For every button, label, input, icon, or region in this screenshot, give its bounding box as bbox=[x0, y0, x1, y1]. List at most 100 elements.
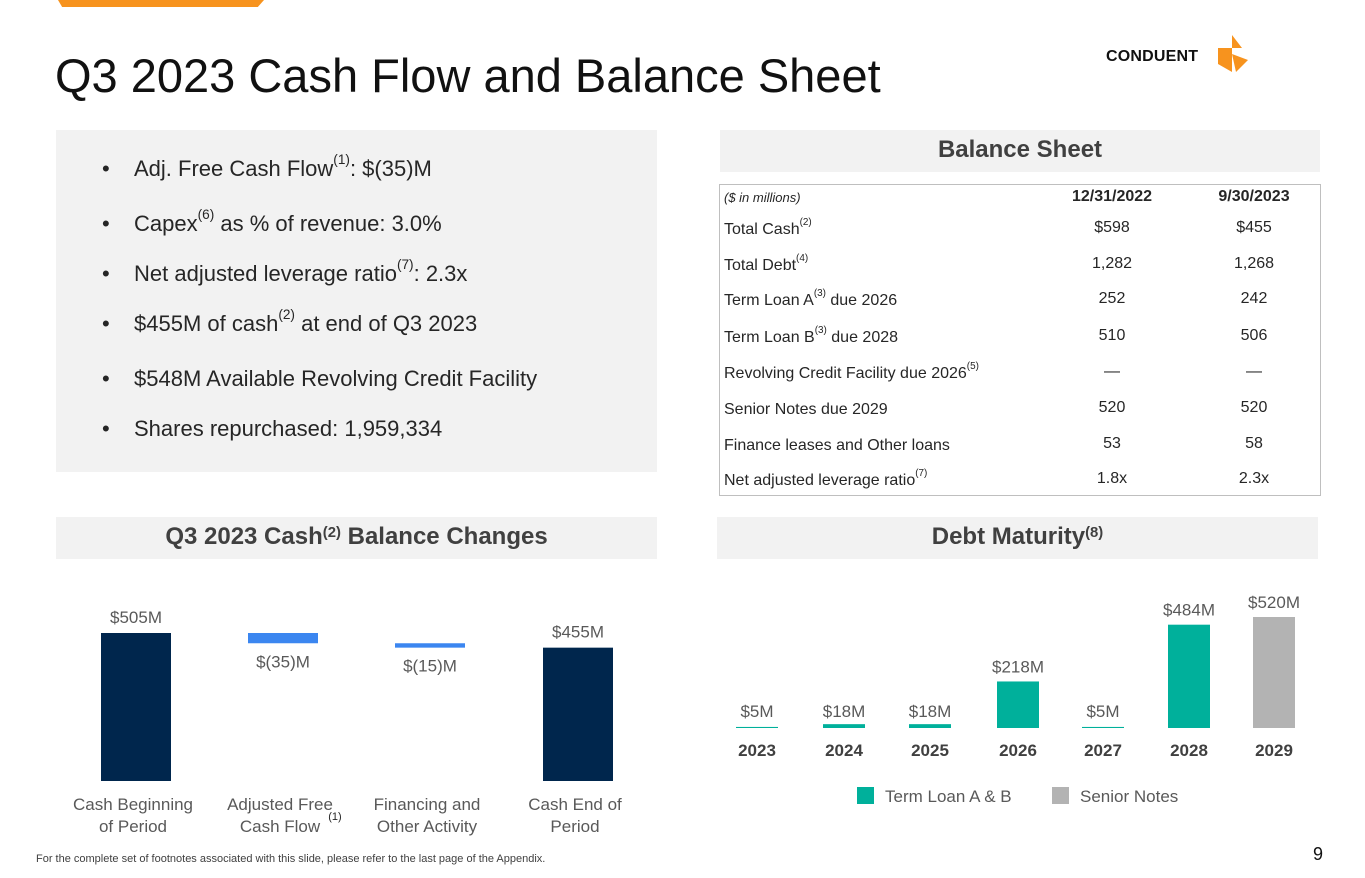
cash-bar bbox=[248, 633, 318, 644]
accent-bar bbox=[58, 0, 264, 7]
value-2023: 520 bbox=[1240, 399, 1268, 416]
debt-bar-label: $5M bbox=[740, 702, 773, 721]
bullet-text-main: $548M Available Revolving Credit Facilit… bbox=[134, 366, 538, 391]
value-2022: 510 bbox=[1098, 327, 1126, 344]
legend-label: Term Loan A & B bbox=[885, 787, 1012, 806]
value-2022: — bbox=[1104, 363, 1120, 380]
row-footnote: (3) bbox=[813, 288, 826, 299]
debt-year-label: 2028 bbox=[1170, 741, 1208, 760]
debt-bar bbox=[997, 681, 1039, 728]
debt-bar-label: $18M bbox=[909, 702, 952, 721]
bullet-text-main: Adj. Free Cash Flow bbox=[134, 156, 334, 181]
debt-maturity-chart: $5M 2023 $18M 2024 $18M 2025 $218M 2026 $5M 2027 $… bbox=[736, 593, 1300, 806]
value-2023: 2.3x bbox=[1238, 470, 1270, 487]
cash-bar-label: $(15)M bbox=[403, 657, 457, 676]
bullet-dot-icon: • bbox=[102, 366, 110, 391]
row-label: Senior Notes due 2029 bbox=[724, 401, 888, 419]
cash-balance-chart: $505M Cash Beginning of Period $(35)M Adjust… bbox=[73, 608, 622, 836]
debt-bar-label: $218M bbox=[992, 657, 1044, 676]
cash-category-footnote: (1) bbox=[328, 811, 341, 823]
bullet-dot-icon: • bbox=[102, 156, 110, 181]
cash-category-label-line2: Cash Flow bbox=[240, 817, 321, 836]
value-2023: 58 bbox=[1245, 435, 1263, 452]
row-label-suffix: due 2026 bbox=[825, 292, 898, 309]
row-label: Finance leases and Other loans bbox=[724, 437, 950, 455]
debt-bar bbox=[1082, 726, 1124, 728]
debt-chart-title-footnote: (8) bbox=[1085, 525, 1104, 541]
bullet-text-main: Capex bbox=[134, 211, 198, 236]
page-number: 9 bbox=[1313, 844, 1324, 864]
units-label: ($ in millions) bbox=[724, 190, 801, 205]
cash-chart-title: Q3 2023 Cash bbox=[165, 523, 323, 550]
legend-swatch bbox=[1052, 787, 1069, 804]
cash-chart-title-footnote: (2) bbox=[322, 525, 341, 541]
cash-bar bbox=[395, 643, 465, 648]
bullet-text-main: Shares repurchased: 1,959,334 bbox=[134, 416, 443, 441]
value-2023: 1,268 bbox=[1233, 255, 1275, 272]
cash-chart-title-suffix: Balance Changes bbox=[340, 523, 548, 550]
debt-year-label: 2026 bbox=[999, 741, 1037, 760]
bullet-dot-icon: • bbox=[102, 261, 110, 286]
bullet-text: $548M Available Revolving Credit Facilit… bbox=[134, 366, 537, 392]
value-2022: 53 bbox=[1103, 435, 1121, 452]
debt-bar bbox=[823, 724, 865, 728]
value-2022: 520 bbox=[1098, 399, 1126, 416]
company-logo: CONDUENT bbox=[1106, 34, 1256, 74]
page-title: Q3 2023 Cash Flow and Balance Sheet bbox=[55, 49, 881, 102]
legend-label: Senior Notes bbox=[1080, 787, 1178, 806]
bullet-text-main: $455M of cash bbox=[134, 311, 279, 336]
row-label: Term Loan A(3) due 2026 bbox=[724, 288, 898, 310]
row-label-text: Senior Notes due 2029 bbox=[724, 401, 888, 418]
value-2022: 252 bbox=[1098, 290, 1126, 307]
cash-category-label-line2: Period bbox=[550, 817, 599, 836]
table-row: Total Cash(2) $598 $455 bbox=[720, 217, 1320, 254]
cash-category-label-line2: Other Activity bbox=[377, 817, 478, 836]
table-row: Revolving Credit Facility due 2026(5) — — bbox=[720, 361, 1320, 398]
debt-bar bbox=[1253, 617, 1295, 728]
bullet-text: $455M of cash(2) at end of Q3 2023 bbox=[134, 307, 477, 337]
cash-category-label: Cash Beginning bbox=[73, 795, 193, 814]
cash-bar bbox=[543, 647, 613, 781]
bullet-text-suffix: : 2.3x bbox=[413, 261, 468, 286]
bullet-dot-icon: • bbox=[102, 311, 110, 336]
cash-chart-header: Q3 2023 Cash(2) Balance Changes bbox=[56, 517, 657, 559]
value-2022: 1,282 bbox=[1091, 255, 1133, 272]
bullet-dot-icon: • bbox=[102, 211, 110, 236]
logo-wordmark: CONDUENT bbox=[1106, 48, 1199, 65]
bullet-dot-icon: • bbox=[102, 416, 110, 441]
row-label-text: Finance leases and Other loans bbox=[724, 437, 950, 454]
cash-category-label-line2: of Period bbox=[99, 817, 167, 836]
debt-bar bbox=[1168, 624, 1210, 728]
debt-bar bbox=[736, 726, 778, 728]
highlights-panel: • Adj. Free Cash Flow(1): $(35)M • Capex(6)… bbox=[56, 130, 657, 472]
row-footnote: (7) bbox=[915, 468, 928, 479]
row-label: Net adjusted leverage ratio(7) bbox=[724, 468, 927, 490]
row-label-text: Revolving Credit Facility due 2026 bbox=[724, 365, 967, 382]
table-header-row: ($ in millions) 12/31/2022 9/30/2023 bbox=[720, 188, 1320, 223]
cash-category-label: Financing and bbox=[374, 795, 481, 814]
row-label: Total Debt(4) bbox=[724, 253, 808, 275]
column-header-2023: 9/30/2023 bbox=[1218, 188, 1290, 205]
row-label-text: Total Debt bbox=[724, 257, 797, 274]
table-row: Senior Notes due 2029 520 520 bbox=[720, 399, 1320, 434]
bullet-text: Capex(6) as % of revenue: 3.0% bbox=[134, 207, 442, 237]
cash-bar-label: $505M bbox=[110, 608, 162, 627]
row-footnote: (2) bbox=[799, 217, 812, 228]
bullet-text: Shares repurchased: 1,959,334 bbox=[134, 416, 442, 442]
value-2023: — bbox=[1246, 363, 1262, 380]
value-2023: 506 bbox=[1240, 327, 1268, 344]
cash-category-label: Cash End of bbox=[528, 795, 622, 814]
bullet-footnote: (7) bbox=[396, 257, 414, 272]
debt-year-label: 2023 bbox=[738, 741, 776, 760]
debt-year-label: 2024 bbox=[825, 741, 863, 760]
balance-sheet-table: ($ in millions) 12/31/2022 9/30/2023 Tot… bbox=[719, 184, 1321, 496]
row-label-text: Term Loan A bbox=[724, 292, 814, 309]
table-row: Term Loan B(3) due 2028 510 506 bbox=[720, 325, 1320, 362]
row-label-text: Total Cash bbox=[724, 221, 800, 238]
cash-bar bbox=[101, 633, 171, 781]
bullet-text-main: Net adjusted leverage ratio bbox=[134, 261, 397, 286]
row-label-text: Net adjusted leverage ratio bbox=[724, 472, 916, 489]
row-label-text: Term Loan B bbox=[724, 329, 815, 346]
bullet-text: Net adjusted leverage ratio(7): 2.3x bbox=[134, 257, 468, 287]
bullet-footnote: (1) bbox=[333, 152, 350, 167]
